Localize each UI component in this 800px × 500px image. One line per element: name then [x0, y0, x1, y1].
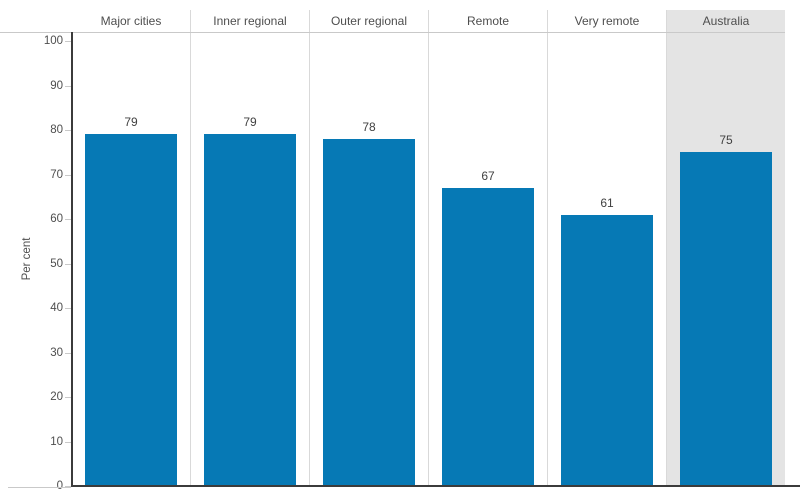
- category-label-major-cities: Major cities: [100, 14, 162, 28]
- column-remote: Remote 67: [428, 10, 547, 486]
- x-axis-line: [71, 484, 800, 487]
- bar-inner-regional[interactable]: [204, 134, 296, 486]
- column-inner-regional: Inner regional 79: [190, 10, 309, 486]
- y-tick-label-70: 70: [50, 168, 63, 181]
- y-axis-line: [71, 32, 73, 486]
- bar-remote[interactable]: [442, 187, 534, 486]
- column-australia: Australia 75: [666, 10, 785, 486]
- y-tick-label-90: 90: [50, 79, 63, 92]
- category-label-very-remote: Very remote: [574, 14, 640, 28]
- y-tick-label-0: 0: [56, 480, 63, 492]
- column-major-cities: Major cities 79: [72, 10, 190, 486]
- value-label-outer-regional: 78: [362, 119, 376, 134]
- category-label-remote: Remote: [466, 14, 510, 28]
- bar-very-remote[interactable]: [561, 214, 653, 486]
- value-label-inner-regional: 79: [243, 115, 257, 130]
- y-tick-label-80: 80: [50, 124, 63, 136]
- y-tick-label-10: 10: [50, 435, 63, 448]
- header-divider-line: [0, 32, 785, 33]
- column-outer-regional: Outer regional 78: [309, 10, 428, 486]
- y-tick-label-60: 60: [50, 213, 63, 225]
- category-label-australia: Australia: [702, 14, 750, 28]
- column-very-remote: Very remote 61: [547, 10, 666, 486]
- y-tick-label-20: 20: [50, 391, 63, 403]
- value-label-remote: 67: [481, 168, 495, 183]
- bar-australia[interactable]: [680, 152, 772, 486]
- y-tick-label-100: 100: [43, 35, 63, 47]
- value-label-australia: 75: [719, 133, 733, 148]
- y-axis-title: Per cent: [21, 237, 33, 281]
- y-tick-label-40: 40: [50, 302, 63, 314]
- plot-area: Major cities 79 Inner regional 79 Outer regi…: [72, 10, 785, 486]
- x-axis-extension-line: [8, 487, 71, 488]
- bar-outer-regional[interactable]: [323, 138, 415, 486]
- value-label-very-remote: 61: [600, 195, 614, 210]
- category-label-outer-regional: Outer regional: [330, 14, 408, 28]
- y-tick-label-30: 30: [50, 346, 63, 359]
- category-label-inner-regional: Inner regional: [213, 14, 287, 28]
- bar-major-cities[interactable]: [85, 134, 177, 486]
- value-label-major-cities: 79: [124, 115, 138, 130]
